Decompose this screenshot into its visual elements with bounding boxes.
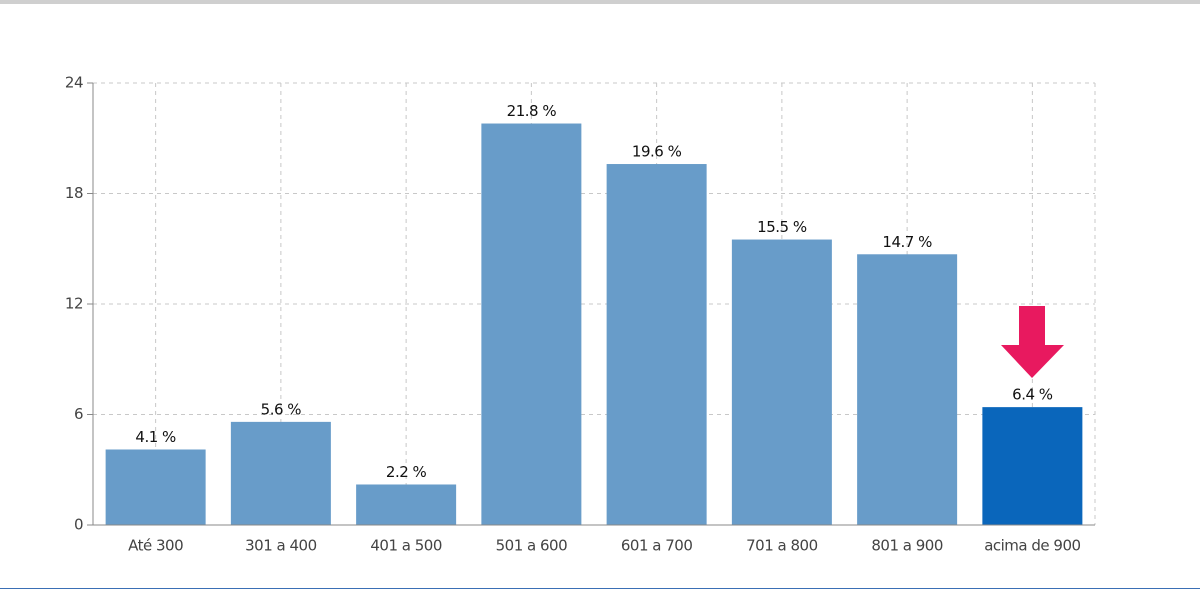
y-tick-label: 24 [65,74,83,92]
data-label: 6.4 % [1012,386,1053,404]
bar [857,254,958,525]
plot: 0 6 12 18 24 4.1 % Até 300 5.6 % 301 a 400 2.2 % 4… [65,74,1096,555]
data-label: 19.6 % [632,143,682,161]
x-tick-label: Até 300 [128,537,183,555]
x-tick-label: 501 a 600 [496,537,568,555]
bar [230,421,331,525]
x-tick-label: 601 a 700 [621,537,693,555]
y-tick-label: 6 [74,405,83,423]
x-tick-label: 801 a 900 [871,537,943,555]
data-label: 15.5 % [757,218,807,236]
bar [356,484,457,525]
y-tick-label: 18 [65,184,83,202]
data-label: 2.2 % [386,463,427,481]
arrow-annotation [1001,306,1064,378]
y-tick-label: 12 [65,295,83,313]
bar [105,449,206,525]
data-label: 4.1 % [135,428,176,446]
x-tick-label: acima de 900 [984,537,1080,555]
x-tick-label: 301 a 400 [245,537,317,555]
data-label: 14.7 % [882,233,932,251]
bar [731,239,832,525]
x-tick-label: 401 a 500 [370,537,442,555]
bar [606,164,707,526]
x-tick-label: 701 a 800 [746,537,818,555]
y-tick-label: 0 [74,516,83,534]
bar [982,407,1083,525]
arrow-shaft [1019,306,1045,346]
data-label: 5.6 % [261,400,302,418]
bar [481,123,582,526]
data-label: 21.8 % [507,102,557,120]
top-border [0,0,1200,4]
arrow-head [1001,345,1064,378]
